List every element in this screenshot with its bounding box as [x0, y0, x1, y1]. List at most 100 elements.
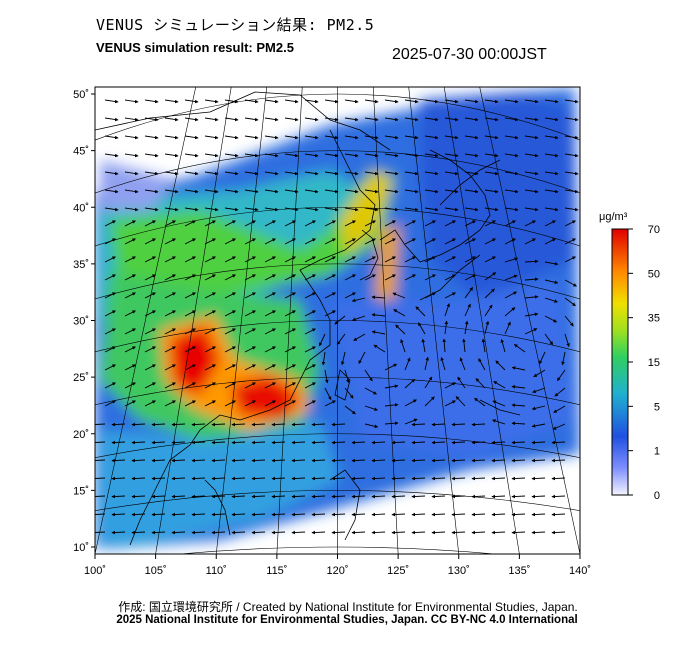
wind-arrow — [511, 403, 526, 407]
wind-arrow — [284, 189, 299, 194]
wind-arrow — [464, 286, 473, 299]
wind-arrow — [184, 400, 196, 407]
x-tick-label: 110˚ — [206, 565, 227, 577]
wind-arrow — [304, 382, 316, 389]
wind-arrow — [364, 117, 379, 122]
wind-arrow — [151, 440, 166, 445]
wind-arrow — [284, 171, 299, 176]
wind-arrow — [471, 440, 486, 445]
wind-arrow — [424, 292, 436, 299]
wind-arrow — [513, 344, 526, 353]
wind-arrow — [144, 346, 156, 353]
wind-arrow — [144, 238, 156, 245]
wind-arrow — [511, 512, 526, 517]
wind-arrow — [444, 171, 459, 176]
wind-arrow — [144, 171, 159, 176]
wind-arrow — [164, 135, 179, 140]
wind-arrow — [544, 279, 559, 285]
wind-arrow — [474, 397, 486, 407]
wind-arrow — [164, 171, 179, 176]
wind-arrow — [311, 422, 326, 427]
wind-arrow — [504, 135, 519, 140]
x-tick-label: 115˚ — [266, 565, 287, 577]
wind-arrow — [284, 220, 296, 227]
wind-arrow — [104, 171, 119, 176]
wind-arrow — [524, 207, 539, 212]
wind-arrow — [324, 256, 336, 263]
meridian-line — [215, 87, 268, 554]
wind-arrow — [524, 295, 539, 299]
wind-arrow — [284, 153, 299, 158]
wind-arrow — [544, 117, 559, 122]
wind-arrow — [144, 189, 159, 194]
colorbar-tick-label: 1 — [654, 446, 660, 458]
x-axis-ticks: 100˚ 105˚ 110˚ 115˚ 120˚ 125˚ 130˚ 135˚ 140˚ — [84, 554, 591, 577]
wind-arrow — [344, 292, 356, 299]
wind-arrow — [284, 364, 296, 371]
wind-arrow — [504, 153, 519, 158]
wind-arrow — [544, 220, 556, 227]
wind-arrow — [464, 220, 476, 227]
wind-arrow — [554, 387, 566, 397]
wind-arrow — [204, 400, 216, 407]
wind-arrow — [324, 387, 332, 401]
wind-arrow — [531, 405, 546, 411]
wind-arrow — [444, 153, 459, 158]
wind-arrow — [444, 135, 459, 140]
wind-arrow — [564, 117, 579, 122]
wind-arrow — [344, 274, 356, 281]
wind-arrow — [271, 476, 286, 481]
wind-arrow — [224, 346, 236, 353]
wind-arrow — [331, 458, 346, 463]
wind-arrow — [171, 440, 186, 445]
wind-arrow — [393, 309, 406, 317]
wind-arrow — [504, 189, 519, 194]
wind-arrow — [151, 476, 166, 481]
wind-arrow — [544, 189, 559, 194]
wind-arrow — [444, 207, 459, 212]
wind-arrow — [384, 274, 396, 281]
x-tick-label: 125˚ — [387, 565, 409, 577]
wind-arrow — [204, 382, 216, 389]
wind-arrow — [531, 440, 546, 445]
wind-arrow — [504, 274, 518, 281]
wind-arrow — [284, 207, 299, 212]
wind-arrow — [104, 400, 116, 407]
wind-arrow — [124, 153, 139, 158]
wind-arrow — [164, 153, 179, 158]
wind-arrow — [444, 274, 456, 281]
x-tick-label: 100˚ — [84, 565, 106, 577]
wind-arrow — [424, 274, 436, 281]
wind-arrow — [311, 512, 326, 517]
wind-arrow — [211, 476, 226, 481]
wind-arrow — [451, 458, 466, 463]
title-jp: VENUS シミュレーション結果: PM2.5 — [96, 16, 375, 34]
wind-arrow — [384, 135, 399, 140]
wind-arrow — [404, 220, 416, 227]
wind-arrow — [151, 422, 166, 427]
wind-arrow — [344, 117, 359, 122]
wind-arrow — [464, 189, 479, 194]
wind-arrow — [95, 512, 106, 517]
wind-arrow — [304, 400, 316, 407]
wind-arrow — [551, 512, 566, 517]
wind-arrow — [504, 291, 518, 299]
colorbar-ticks: 70 50 35 15 5 1 0 — [628, 224, 660, 502]
wind-arrow — [271, 422, 286, 427]
wind-arrow — [564, 171, 579, 176]
wind-arrow — [104, 256, 116, 263]
wind-arrow — [424, 238, 436, 245]
wind-arrow — [264, 207, 279, 212]
wind-arrow — [244, 189, 259, 194]
wind-arrow — [464, 303, 471, 317]
wind-arrow — [364, 135, 379, 140]
wind-arrow — [404, 418, 418, 425]
wind-arrow — [204, 346, 216, 353]
wind-arrow — [400, 339, 406, 353]
wind-arrow — [204, 207, 219, 212]
map-plot-area — [95, 87, 580, 554]
wind-arrow — [484, 256, 496, 263]
wind-arrow — [144, 256, 156, 263]
wind-arrow — [544, 297, 558, 303]
